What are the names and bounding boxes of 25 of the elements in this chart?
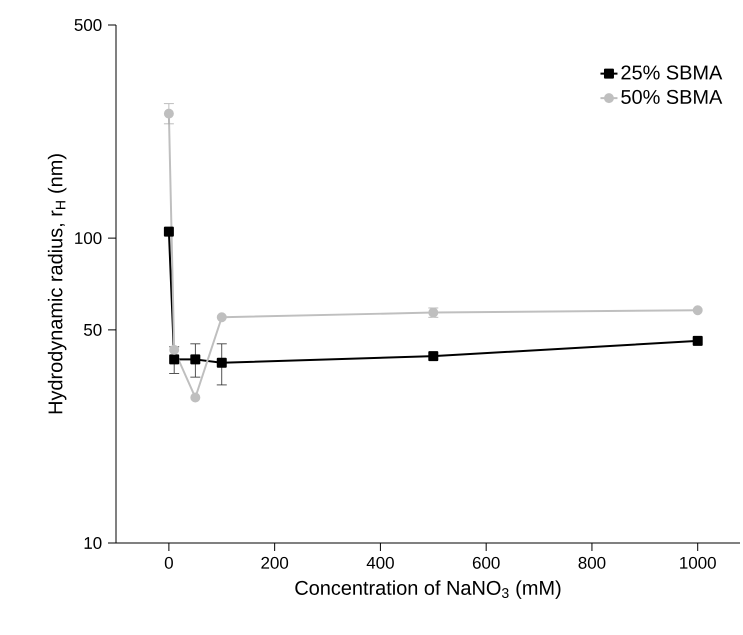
point — [692, 305, 703, 316]
point — [692, 336, 703, 346]
y-axis-title: Hydrodynamic radius, r$_{H}$ (nm) — [48, 154, 66, 414]
x-tick-label: 0 — [164, 556, 173, 569]
point — [169, 344, 180, 355]
x-tick-label: 1000 — [680, 556, 716, 569]
x-tick-label: 200 — [261, 556, 288, 569]
legend-label: 25% SBMA — [621, 65, 722, 80]
x-tick-label: 800 — [578, 556, 606, 569]
y-tick-label: 100 — [75, 232, 102, 244]
point — [216, 312, 227, 322]
y-tick-label: 50 — [84, 324, 102, 336]
x-axis-title: Concentration of NaNO$_{3}$ (mM) — [295, 580, 560, 599]
point — [216, 358, 227, 368]
legend-label: 50% SBMA — [621, 90, 722, 104]
y-tick-label: 10 — [84, 537, 102, 549]
point — [190, 354, 200, 364]
x-tick-label: 600 — [472, 556, 500, 569]
point — [169, 354, 180, 364]
point — [428, 351, 438, 362]
x-tick-label: 400 — [366, 556, 394, 569]
y-tick-label: 500 — [74, 18, 102, 31]
point — [164, 108, 174, 119]
point — [190, 392, 200, 403]
point — [164, 226, 174, 237]
